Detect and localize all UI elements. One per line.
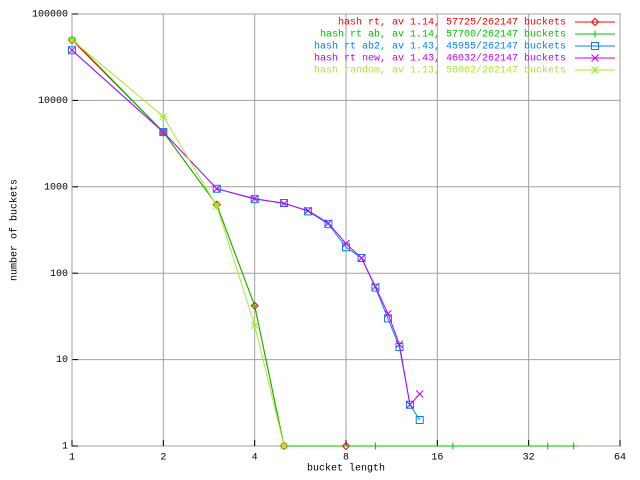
marker bbox=[357, 253, 366, 262]
y-tick-label: 10000 bbox=[38, 96, 68, 107]
marker bbox=[570, 442, 578, 450]
marker bbox=[415, 390, 424, 398]
x-tick-label: 8 bbox=[343, 453, 349, 464]
marker bbox=[68, 46, 76, 55]
marker bbox=[384, 309, 392, 318]
y-tick-label: 100000 bbox=[32, 10, 68, 21]
x-tick-label: 64 bbox=[614, 453, 626, 464]
marker bbox=[68, 36, 76, 44]
legend-label: hash rt ab2, av 1.43, 45955/262147 bucke… bbox=[314, 41, 566, 53]
y-axis-label: number of buckets bbox=[9, 179, 21, 281]
legend-marker bbox=[590, 17, 600, 27]
x-tick-label: 16 bbox=[431, 453, 443, 464]
series-line bbox=[71, 49, 421, 421]
x-tick-label: 2 bbox=[160, 453, 166, 464]
legend-label: hash rt new, av 1.43, 46032/262147 bucke… bbox=[314, 53, 566, 65]
marker bbox=[544, 442, 552, 450]
marker bbox=[304, 207, 313, 216]
x-axis-label: bucket length bbox=[307, 463, 385, 475]
y-tick-label: 1000 bbox=[44, 182, 68, 193]
marker bbox=[159, 128, 168, 136]
marker bbox=[159, 112, 168, 121]
legend-marker bbox=[591, 42, 599, 50]
marker bbox=[395, 340, 404, 349]
marker bbox=[415, 415, 424, 424]
marker bbox=[304, 206, 312, 215]
marker bbox=[212, 202, 221, 210]
series-line bbox=[71, 39, 285, 447]
marker bbox=[324, 219, 333, 227]
series-line bbox=[71, 49, 421, 406]
marker bbox=[371, 282, 380, 291]
series-line bbox=[71, 38, 574, 447]
marker bbox=[280, 199, 288, 208]
marker bbox=[449, 442, 457, 450]
series-line bbox=[71, 39, 346, 447]
marker bbox=[212, 184, 221, 193]
marker bbox=[342, 243, 350, 252]
x-tick-label: 4 bbox=[252, 453, 258, 464]
y-tick-label: 100 bbox=[50, 269, 68, 280]
marker bbox=[250, 195, 259, 204]
marker bbox=[251, 302, 259, 310]
legend-marker bbox=[591, 66, 599, 74]
legend-label: hash rt, av 1.14, 57725/262147 buckets bbox=[338, 17, 566, 29]
x-tick-label: 1 bbox=[69, 453, 75, 464]
legend-label: hash random, av 1.13, 58062/262147 bucke… bbox=[314, 65, 566, 77]
legend-marker bbox=[591, 54, 599, 62]
marker bbox=[357, 254, 366, 262]
marker bbox=[250, 194, 259, 203]
marker bbox=[280, 442, 288, 450]
marker bbox=[212, 184, 221, 193]
marker bbox=[406, 400, 414, 409]
marker bbox=[342, 239, 350, 248]
legend-label: hash rt ab, av 1.14, 57700/262147 bucket… bbox=[320, 29, 566, 41]
marker bbox=[250, 321, 259, 330]
marker bbox=[371, 283, 380, 292]
legend-marker bbox=[591, 30, 599, 38]
x-tick-label: 32 bbox=[523, 453, 535, 464]
y-tick-label: 10 bbox=[56, 355, 68, 366]
marker bbox=[371, 442, 379, 450]
y-tick-label: 1 bbox=[62, 442, 68, 453]
